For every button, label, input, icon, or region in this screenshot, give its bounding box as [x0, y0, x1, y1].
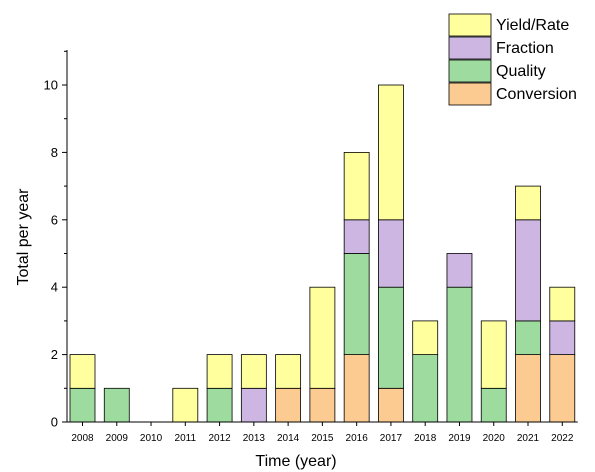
bar-segment-quality-2018: [412, 354, 439, 423]
legend-label: Yield/Rate: [496, 17, 569, 34]
legend-label: Quality: [496, 63, 546, 80]
bar-segment-yield-rate-2015: [309, 286, 336, 389]
y-tick-label: 10: [44, 78, 58, 93]
x-axis-title: Time (year): [255, 453, 336, 470]
bar-segment-fraction-2013: [240, 387, 267, 423]
bar-segment-quality-2020: [480, 387, 507, 423]
bar-segment-quality-2019: [446, 286, 473, 423]
bar-segment-conversion-2022: [549, 354, 576, 423]
x-tick-label: 2014: [277, 433, 300, 444]
bar-segment-fraction-2022: [549, 320, 576, 355]
legend-swatch-fraction: [448, 36, 492, 60]
y-tick-label: 4: [51, 280, 58, 295]
y-tick-label: 2: [51, 347, 58, 362]
legend-swatch-quality: [448, 59, 492, 83]
bar-segment-fraction-2021: [515, 219, 541, 322]
y-tick-label: 6: [51, 212, 58, 227]
bar-segment-yield-rate-2016: [343, 151, 370, 221]
axes-layer: 0 2 4 6 8 10 2008 2009 2010 2011 2012 2013 2014 2015 2…: [44, 50, 578, 444]
x-tick-label: 2008: [71, 433, 94, 444]
bar-segment-conversion-2016: [343, 354, 370, 423]
legend-label: Conversion: [496, 86, 577, 103]
bar-segment-yield-rate-2012: [206, 354, 233, 389]
y-tick-label: 8: [51, 145, 58, 160]
y-tick-label: 0: [51, 415, 58, 430]
x-tick-label: 2018: [414, 433, 437, 444]
bar-segment-quality-2008: [69, 387, 96, 423]
bar-segment-yield-rate-2018: [412, 320, 439, 355]
x-tick-label: 2010: [140, 433, 163, 444]
bar-segment-yield-rate-2022: [549, 286, 576, 322]
x-tick-label: 2020: [483, 433, 506, 444]
bar-segment-quality-2009: [103, 387, 130, 423]
bar-segment-fraction-2016: [343, 219, 370, 254]
bar-segment-yield-rate-2013: [240, 354, 267, 389]
bar-segment-yield-rate-2020: [480, 320, 507, 389]
x-tick-label: 2015: [311, 433, 334, 444]
bar-segment-quality-2016: [343, 253, 370, 355]
bar-segment-yield-rate-2011: [172, 387, 199, 423]
legend-swatch-conversion: [448, 82, 492, 106]
bar-segment-quality-2012: [206, 387, 233, 423]
bar-segment-conversion-2017: [378, 387, 404, 423]
bar-segment-yield-rate-2021: [515, 185, 541, 221]
y-axis-title: Total per year: [15, 188, 32, 286]
legend: Yield/Rate Fraction Quality Conversion: [448, 13, 577, 106]
bar-segment-yield-rate-2008: [69, 354, 96, 389]
x-tick-label: 2021: [517, 433, 540, 444]
bar-segment-yield-rate-2017: [378, 84, 404, 221]
bars-layer: [69, 84, 576, 423]
bar-segment-fraction-2019: [446, 253, 473, 288]
x-tick-label: 2013: [243, 433, 266, 444]
bar-segment-conversion-2015: [309, 387, 336, 423]
bar-segment-conversion-2014: [275, 387, 302, 423]
legend-label: Fraction: [496, 40, 554, 57]
x-tick-label: 2011: [175, 433, 197, 444]
x-tick-label: 2012: [208, 433, 231, 444]
bar-segment-fraction-2017: [378, 219, 404, 288]
x-tick-label: 2016: [346, 433, 369, 444]
x-tick-label: 2017: [380, 433, 403, 444]
bar-segment-quality-2017: [378, 286, 404, 389]
x-tick-label: 2022: [551, 433, 574, 444]
legend-swatch-yield-rate: [448, 13, 492, 37]
bar-segment-quality-2021: [515, 320, 541, 355]
x-tick-label: 2009: [106, 433, 129, 444]
x-tick-label: 2019: [448, 433, 471, 444]
bar-segment-conversion-2021: [515, 354, 541, 423]
bar-segment-yield-rate-2014: [275, 354, 302, 389]
